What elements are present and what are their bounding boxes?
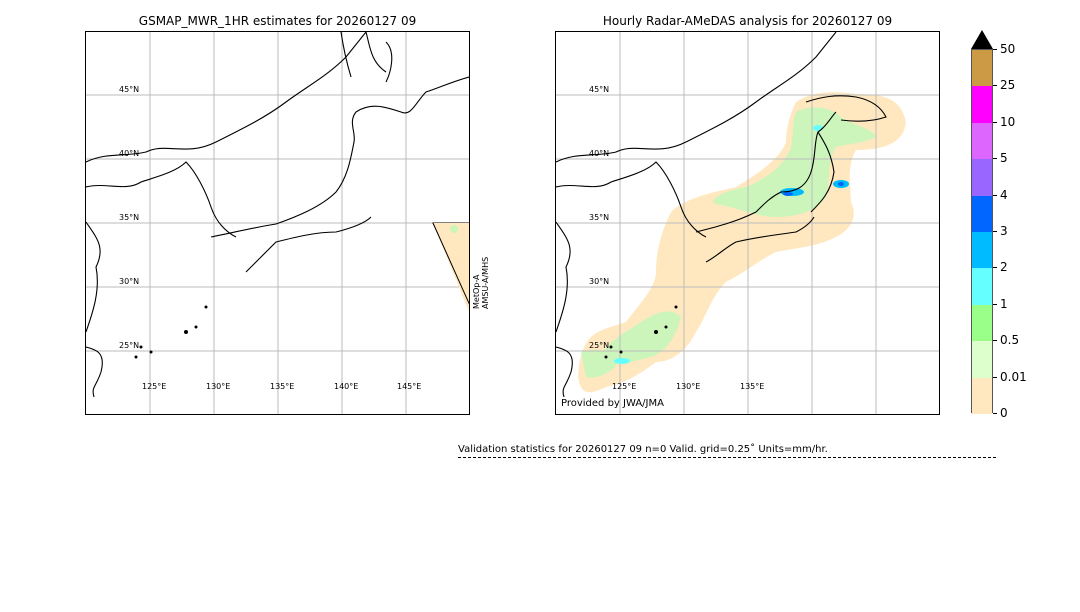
validation-divider — [458, 457, 996, 458]
colorbar-seg-10-25 — [972, 86, 992, 123]
colorbar-extend-arrow-icon — [971, 30, 993, 49]
right-map-graphic — [556, 32, 939, 414]
right-lat-label-30: 30°N — [589, 277, 610, 286]
colorbar-seg-1-2 — [972, 268, 992, 305]
data-credit: Provided by JWA/JMA — [561, 398, 664, 409]
colorbar-tick-10: 10 — [993, 115, 1015, 129]
left-lat-label-30: 30°N — [119, 277, 140, 286]
satellite-label: MetOp-A AMSU-A/MHS — [472, 257, 490, 309]
left-lon-label-135: 135°E — [270, 382, 295, 391]
left-lon-label-140: 140°E — [334, 382, 359, 391]
colorbar-tick-0.5: 0.5 — [993, 333, 1019, 347]
left-lon-label-125: 125°E — [142, 382, 167, 391]
colorbar-seg-0-0.01 — [972, 377, 992, 414]
left-map-panel: 45°N 40°N 35°N 30°N 25°N 125°E 130°E 135… — [85, 31, 470, 415]
left-lat-label-45: 45°N — [119, 85, 140, 94]
colorbar-tick-50: 50 — [993, 42, 1015, 56]
colorbar — [971, 49, 993, 414]
colorbar-tick-1: 1 — [993, 297, 1008, 311]
left-lat-label-35: 35°N — [119, 213, 140, 222]
left-lat-label-40: 40°N — [119, 149, 140, 158]
left-lon-label-130: 130°E — [206, 382, 231, 391]
colorbar-tick-0: 0 — [993, 406, 1008, 420]
left-map-graphic — [86, 32, 469, 414]
colorbar-tick-0.01: 0.01 — [993, 370, 1027, 384]
colorbar-seg-0.5-1 — [972, 304, 992, 342]
right-lon-label-130: 130°E — [676, 382, 701, 391]
colorbar-tick-4: 4 — [993, 188, 1008, 202]
colorbar-tick-2: 2 — [993, 260, 1008, 274]
colorbar-seg-4-5 — [972, 159, 992, 196]
right-lon-label-135: 135°E — [740, 382, 765, 391]
left-lon-label-145: 145°E — [397, 382, 422, 391]
colorbar-tick-3: 3 — [993, 224, 1008, 238]
colorbar-seg-25-50 — [972, 50, 992, 87]
sensor-name: AMSU-A/MHS — [481, 256, 490, 309]
colorbar-seg-0.01-0.5 — [972, 341, 992, 378]
right-panel-title: Hourly Radar-AMeDAS analysis for 2026012… — [602, 14, 893, 28]
colorbar-tick-25: 25 — [993, 78, 1015, 92]
right-lat-label-40: 40°N — [589, 149, 610, 158]
colorbar-tick-5: 5 — [993, 151, 1008, 165]
validation-statistics: Validation statistics for 20260127 09 n=… — [458, 444, 828, 455]
right-lat-label-35: 35°N — [589, 213, 610, 222]
right-map-panel: 45°N 40°N 35°N 30°N 25°N 125°E 130°E 135… — [555, 31, 940, 415]
colorbar-seg-3-4 — [972, 195, 992, 232]
right-lat-label-45: 45°N — [589, 85, 610, 94]
colorbar-seg-5-10 — [972, 122, 992, 160]
left-lat-label-25: 25°N — [119, 341, 140, 350]
satellite-name: MetOp-A — [472, 274, 481, 309]
colorbar-seg-2-3 — [972, 232, 992, 269]
left-panel-title: GSMAP_MWR_1HR estimates for 20260127 09 — [138, 14, 417, 28]
right-lat-label-25: 25°N — [589, 341, 610, 350]
right-lon-label-125: 125°E — [612, 382, 637, 391]
